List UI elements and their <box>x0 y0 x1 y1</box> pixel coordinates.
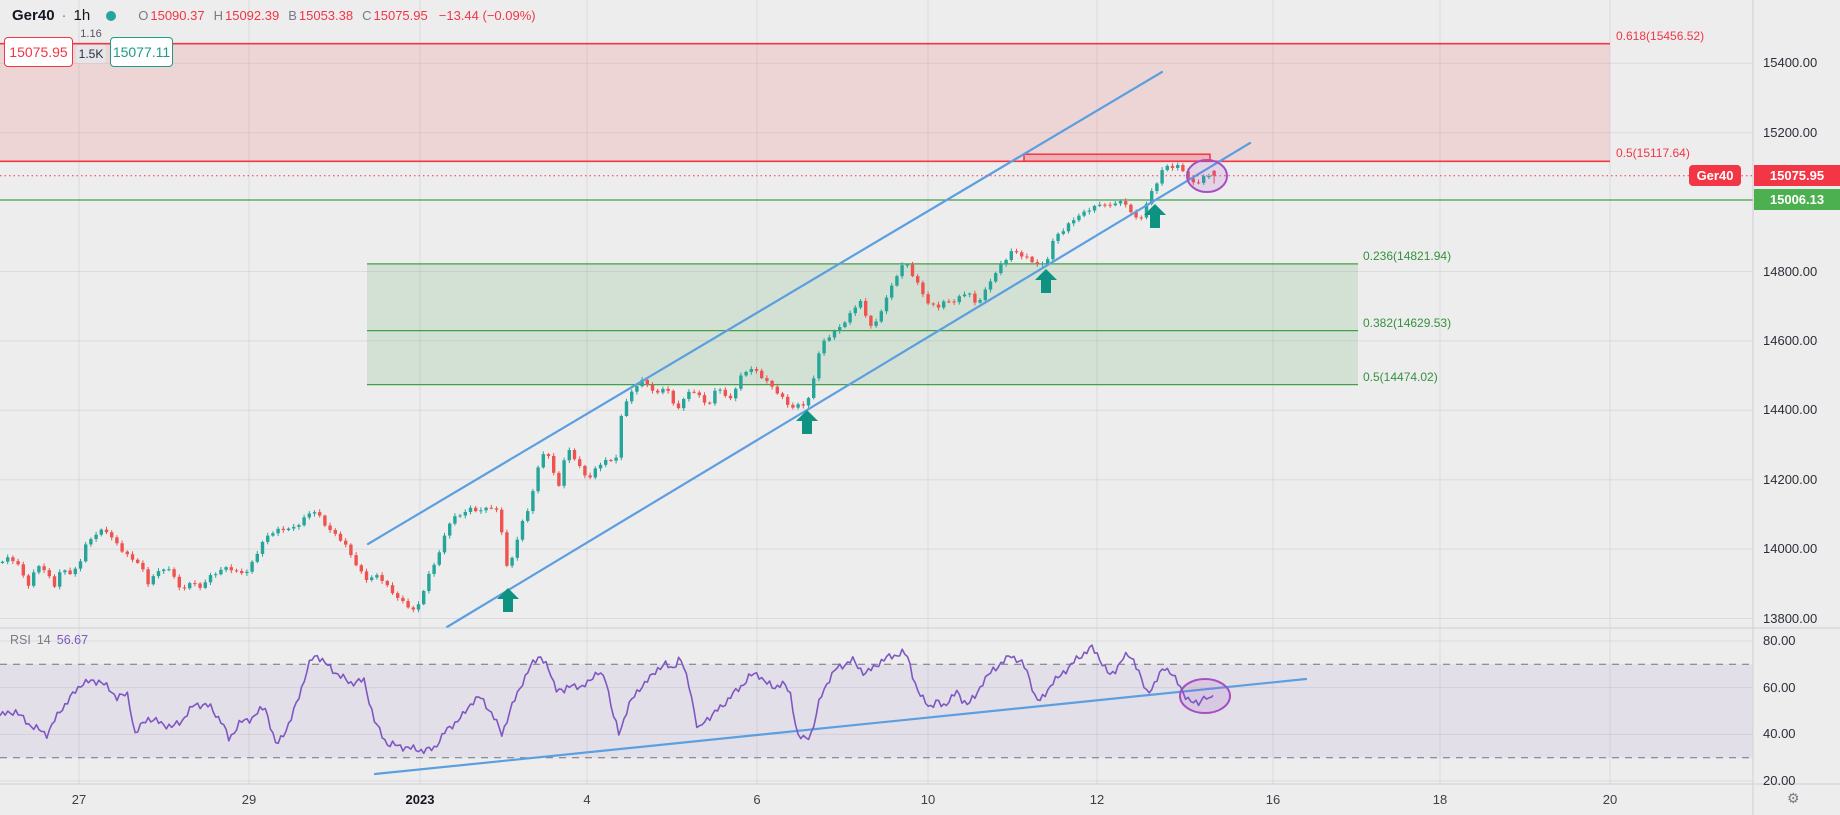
legend-separator: · <box>61 7 67 24</box>
fib-zone-red[interactable] <box>0 43 1610 162</box>
change-value: −13.44 (−0.09%) <box>438 8 536 23</box>
up-arrow-marker[interactable] <box>497 588 519 612</box>
price-axis-label: 14800.00 <box>1763 263 1818 279</box>
rsi-axis-label: 20.00 <box>1763 773 1796 789</box>
rsi-trendline[interactable] <box>373 677 1308 776</box>
fib-zone-green[interactable] <box>367 263 1358 385</box>
ohlc-price: 15053.38 <box>298 8 354 23</box>
ohlc-key: B <box>288 8 297 23</box>
up-arrow-marker[interactable] <box>1144 204 1166 228</box>
candles <box>0 162 1216 613</box>
time-axis-label: 20 <box>1602 792 1618 807</box>
rsi-band <box>0 664 1753 758</box>
ohlc-price: 15075.95 <box>373 8 428 23</box>
buy-price: 15077.11 <box>112 44 171 60</box>
price-trendline[interactable] <box>445 141 1252 629</box>
up-arrow-marker[interactable] <box>796 410 818 434</box>
rsi-name[interactable]: RSI <box>10 633 31 647</box>
ohlc-key: C <box>362 8 372 23</box>
sell-button[interactable]: 15075.95 <box>4 37 73 67</box>
time-axis-label: 27 <box>71 792 87 807</box>
rsi-line <box>0 644 1214 755</box>
market-status-icon <box>106 10 117 21</box>
price-highlight-ellipse[interactable] <box>1186 159 1228 193</box>
symbol-legend: Ger40 · 1h O 15090.37 H 15092.39 B 15053.38 C 1… <box>12 7 536 24</box>
rsi-length: 14 <box>36 633 51 647</box>
sell-price: 15075.95 <box>9 44 68 60</box>
fib-level-label: 0.382(14629.53) <box>1363 315 1452 330</box>
volume-value: 1.5K <box>78 47 104 61</box>
last-price-badge: 15075.95 <box>1754 165 1840 187</box>
time-axis-label: 12 <box>1089 792 1105 807</box>
time-axis-label: 18 <box>1432 792 1448 807</box>
level-price-badge: 15006.13 <box>1754 189 1840 211</box>
rsi-value: 56.67 <box>56 633 89 647</box>
fib-level-label: 0.5(14474.02) <box>1363 369 1438 384</box>
time-axis-label: 2023 <box>405 792 435 807</box>
price-axis-label: 13800.00 <box>1763 610 1818 626</box>
volume-badge[interactable]: 1.5K <box>76 45 106 63</box>
price-axis-label: 14200.00 <box>1763 471 1818 487</box>
spread-value: 1.16 <box>80 28 102 40</box>
symbol-name[interactable]: Ger40 <box>12 7 55 24</box>
price-trendline[interactable] <box>366 70 1164 546</box>
rsi-axis-label: 60.00 <box>1763 679 1796 695</box>
time-axis-label: 4 <box>583 792 591 807</box>
timeframe[interactable]: 1h <box>73 7 91 24</box>
ohlc-price: 15092.39 <box>224 8 280 23</box>
ohlc-key: H <box>213 8 223 23</box>
ohlc-values: O 15090.37 H 15092.39 B 15053.38 C 15075.95 <box>138 8 437 23</box>
time-axis-label: 29 <box>241 792 257 807</box>
fib-level-label: 0.618(15456.52) <box>1616 28 1705 43</box>
ohlc-key: O <box>138 8 149 23</box>
fib-level-label: 0.5(15117.64) <box>1616 146 1690 161</box>
up-arrow-marker[interactable] <box>1035 269 1057 293</box>
time-axis-label: 6 <box>753 792 761 807</box>
rsi-axis-label: 80.00 <box>1763 632 1796 648</box>
rsi-legend: RSI 14 56.67 <box>10 633 88 647</box>
time-axis-label: 10 <box>920 792 936 807</box>
fib-level-label: 0.236(14821.94) <box>1363 248 1452 263</box>
time-axis-label: 16 <box>1265 792 1281 807</box>
supply-box[interactable] <box>1023 153 1211 162</box>
ohlc-price: 15090.37 <box>150 8 205 23</box>
price-axis-label: 14600.00 <box>1763 332 1818 348</box>
rsi-highlight-ellipse[interactable] <box>1179 678 1231 714</box>
axis-settings-gear-icon[interactable]: ⚙ <box>1787 790 1800 806</box>
symbol-price-flag: Ger40 <box>1689 165 1741 187</box>
rsi-axis-label: 40.00 <box>1763 726 1796 742</box>
price-axis-label: 14400.00 <box>1763 402 1818 418</box>
price-axis-label: 15200.00 <box>1763 124 1818 140</box>
price-axis-label: 14000.00 <box>1763 541 1818 557</box>
price-axis-label: 15400.00 <box>1763 55 1818 71</box>
buy-button[interactable]: 15077.11 <box>110 37 173 67</box>
